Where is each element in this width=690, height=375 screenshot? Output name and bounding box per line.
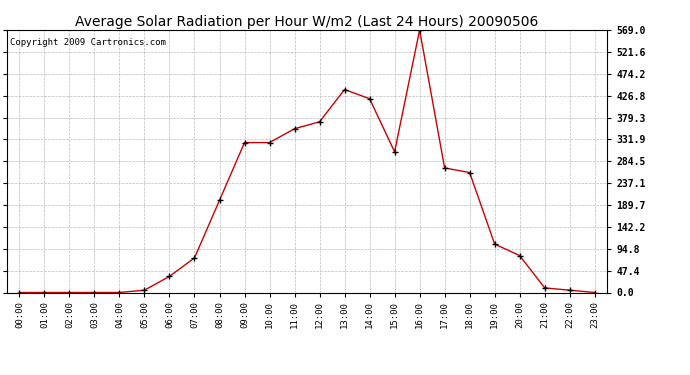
Title: Average Solar Radiation per Hour W/m2 (Last 24 Hours) 20090506: Average Solar Radiation per Hour W/m2 (L… — [75, 15, 539, 29]
Text: Copyright 2009 Cartronics.com: Copyright 2009 Cartronics.com — [10, 38, 166, 47]
